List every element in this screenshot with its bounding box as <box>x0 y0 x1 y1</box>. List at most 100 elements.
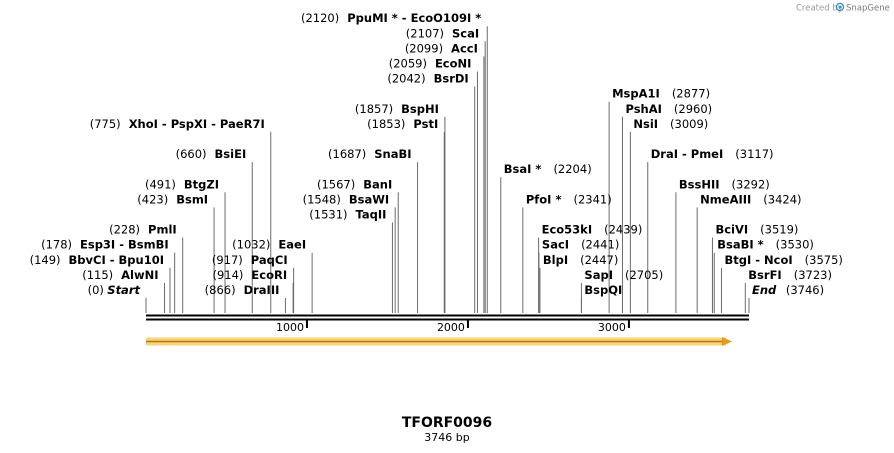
site-label[interactable]: (3292) BssHII <box>679 177 770 191</box>
site-position: (660) <box>176 147 207 161</box>
enzyme-name: BanI <box>363 177 392 191</box>
enzyme-name: BsaBI * <box>717 238 763 252</box>
site-position: (866) <box>205 283 236 297</box>
site-label[interactable]: (2447) BlpI <box>543 253 618 267</box>
site-position: (1853) <box>367 117 405 131</box>
site-label[interactable]: (115) AlwNI <box>82 268 158 282</box>
enzyme-name: Eco53kI <box>542 223 593 237</box>
site-label[interactable]: (2877) MspA1I <box>612 87 710 101</box>
site-label[interactable]: (1032) EaeI <box>232 238 306 252</box>
enzyme-name: End <box>752 283 777 297</box>
site-position: (1687) <box>328 147 366 161</box>
site-label[interactable]: (914) EcoRI <box>212 268 287 282</box>
snapgene-branding: Created by SnapGene <box>796 2 890 14</box>
site-position: (2059) <box>389 57 427 71</box>
orf-feature-arrow[interactable] <box>146 337 732 346</box>
enzyme-name: Esp3I - BsmBI <box>80 238 169 252</box>
site-position: (2877) <box>672 87 710 101</box>
enzyme-name: BspHI <box>401 102 439 116</box>
enzyme-name: NsiI <box>633 117 658 131</box>
site-label[interactable]: (0) Start <box>88 283 141 297</box>
site-label[interactable]: (2341) PfoI * <box>526 192 612 206</box>
site-label[interactable]: (3009) NsiI <box>633 117 708 131</box>
site-label[interactable]: (2042) BsrDI <box>387 72 468 86</box>
site-position: (2204) <box>553 162 591 176</box>
site-label[interactable]: (3117) DraI - PmeI <box>651 147 774 161</box>
ruler-ticks: 1000 2000 3000 <box>276 320 630 334</box>
site-label[interactable]: (228) PmlI <box>109 223 177 237</box>
site-label[interactable]: (178) Esp3I - BsmBI <box>41 238 169 252</box>
site-label[interactable]: (2441) SacI <box>542 238 619 252</box>
site-label[interactable]: (1531) TaqII <box>309 208 386 222</box>
site-label[interactable]: (149) BbvCI - Bpu10I <box>30 253 164 267</box>
site-label[interactable]: (2705) SapI <box>584 268 663 282</box>
site-label[interactable]: (2120) PpuMI * - EcoO109I * <box>301 11 481 25</box>
site-label[interactable]: (1548) BsaWI <box>303 192 390 206</box>
site-label[interactable]: (3723) BsrFI <box>748 268 832 282</box>
enzyme-name: BssHII <box>679 177 720 191</box>
site-label[interactable]: (423) BsmI <box>137 192 208 206</box>
ruler-tick-label: 3000 <box>598 321 626 334</box>
site-position: (2447) <box>580 253 618 267</box>
site-position: (3746) <box>786 283 824 297</box>
enzyme-name: PshAI <box>625 102 661 116</box>
enzyme-name: EcoRI <box>251 268 287 282</box>
site-label[interactable]: (2960) PshAI <box>625 102 712 116</box>
site-label[interactable]: (2059) EcoNI <box>389 57 472 71</box>
site-label[interactable]: (1567) BanI <box>317 177 392 191</box>
backbone-bottom-strand <box>146 318 749 321</box>
enzyme-name: EaeI <box>278 238 306 252</box>
enzyme-name: AccI <box>451 41 478 55</box>
enzyme-name: EcoNI <box>435 57 471 71</box>
site-label[interactable]: (491) BtgZI <box>145 177 219 191</box>
site-position: (1857) <box>355 102 393 116</box>
site-label[interactable]: (775) XhoI - PspXI - PaeR7I <box>90 117 265 131</box>
site-position: (423) <box>137 192 168 206</box>
site-position: (3519) <box>760 223 798 237</box>
enzyme-name: BsrDI <box>434 72 469 86</box>
site-label[interactable]: (917) PaqCI <box>212 253 288 267</box>
enzyme-name: SapI <box>584 268 613 282</box>
site-position: (491) <box>145 177 176 191</box>
site-position: (2107) <box>406 26 444 40</box>
backbone-top-strand <box>146 314 749 317</box>
site-label[interactable]: (3530) BsaBI * <box>717 238 814 252</box>
leader-lines <box>145 26 750 313</box>
site-label[interactable]: (3424) NmeAIII <box>700 192 801 206</box>
site-label[interactable]: (2439) Eco53kI <box>542 223 643 237</box>
branding-prefix: Created by <box>796 4 843 14</box>
enzyme-name: DraIII <box>244 283 280 297</box>
site-label[interactable]: (2107) ScaI <box>406 26 479 40</box>
site-label[interactable]: (660) BsiEI <box>176 147 247 161</box>
site-label[interactable]: BspQI <box>584 283 622 297</box>
enzyme-name: PstI <box>413 117 438 131</box>
enzyme-name: BlpI <box>543 253 568 267</box>
enzyme-name: DraI - PmeI <box>651 147 724 161</box>
site-position: (2439) <box>604 223 642 237</box>
site-position: (3575) <box>805 253 843 267</box>
site-label[interactable]: (2204) BsaI * <box>504 162 592 176</box>
enzyme-name: BspQI <box>584 283 622 297</box>
site-position: (178) <box>41 238 72 252</box>
ruler-tick-label: 2000 <box>437 321 465 334</box>
site-label[interactable]: (3575) BtgI - NcoI <box>724 253 842 267</box>
enzyme-name: BbvCI - Bpu10I <box>69 253 164 267</box>
site-label[interactable]: (1853) PstI <box>367 117 438 131</box>
enzyme-name: PaqCI <box>251 253 288 267</box>
site-position: (1567) <box>317 177 355 191</box>
site-label[interactable]: (1687) SnaBI <box>328 147 412 161</box>
enzyme-name: AlwNI <box>121 268 158 282</box>
site-label[interactable]: (2099) AccI <box>405 41 478 55</box>
orf-arrowhead-icon <box>722 337 732 346</box>
enzyme-name: BsiEI <box>215 147 247 161</box>
site-label[interactable]: (1857) BspHI <box>355 102 439 116</box>
enzyme-name: XhoI - PspXI - PaeR7I <box>129 117 265 131</box>
ruler-tick-label: 1000 <box>276 321 304 334</box>
site-label[interactable]: (3746) End <box>752 283 824 297</box>
site-labels: (0) Start(115) AlwNI (149) BbvCI - Bpu10I(17… <box>30 11 843 297</box>
site-label[interactable]: (866) DraIII <box>205 283 280 297</box>
site-position: (3292) <box>732 177 770 191</box>
site-position: (2042) <box>387 72 425 86</box>
site-label[interactable]: (3519) BciVI <box>715 223 798 237</box>
site-position: (228) <box>109 223 140 237</box>
